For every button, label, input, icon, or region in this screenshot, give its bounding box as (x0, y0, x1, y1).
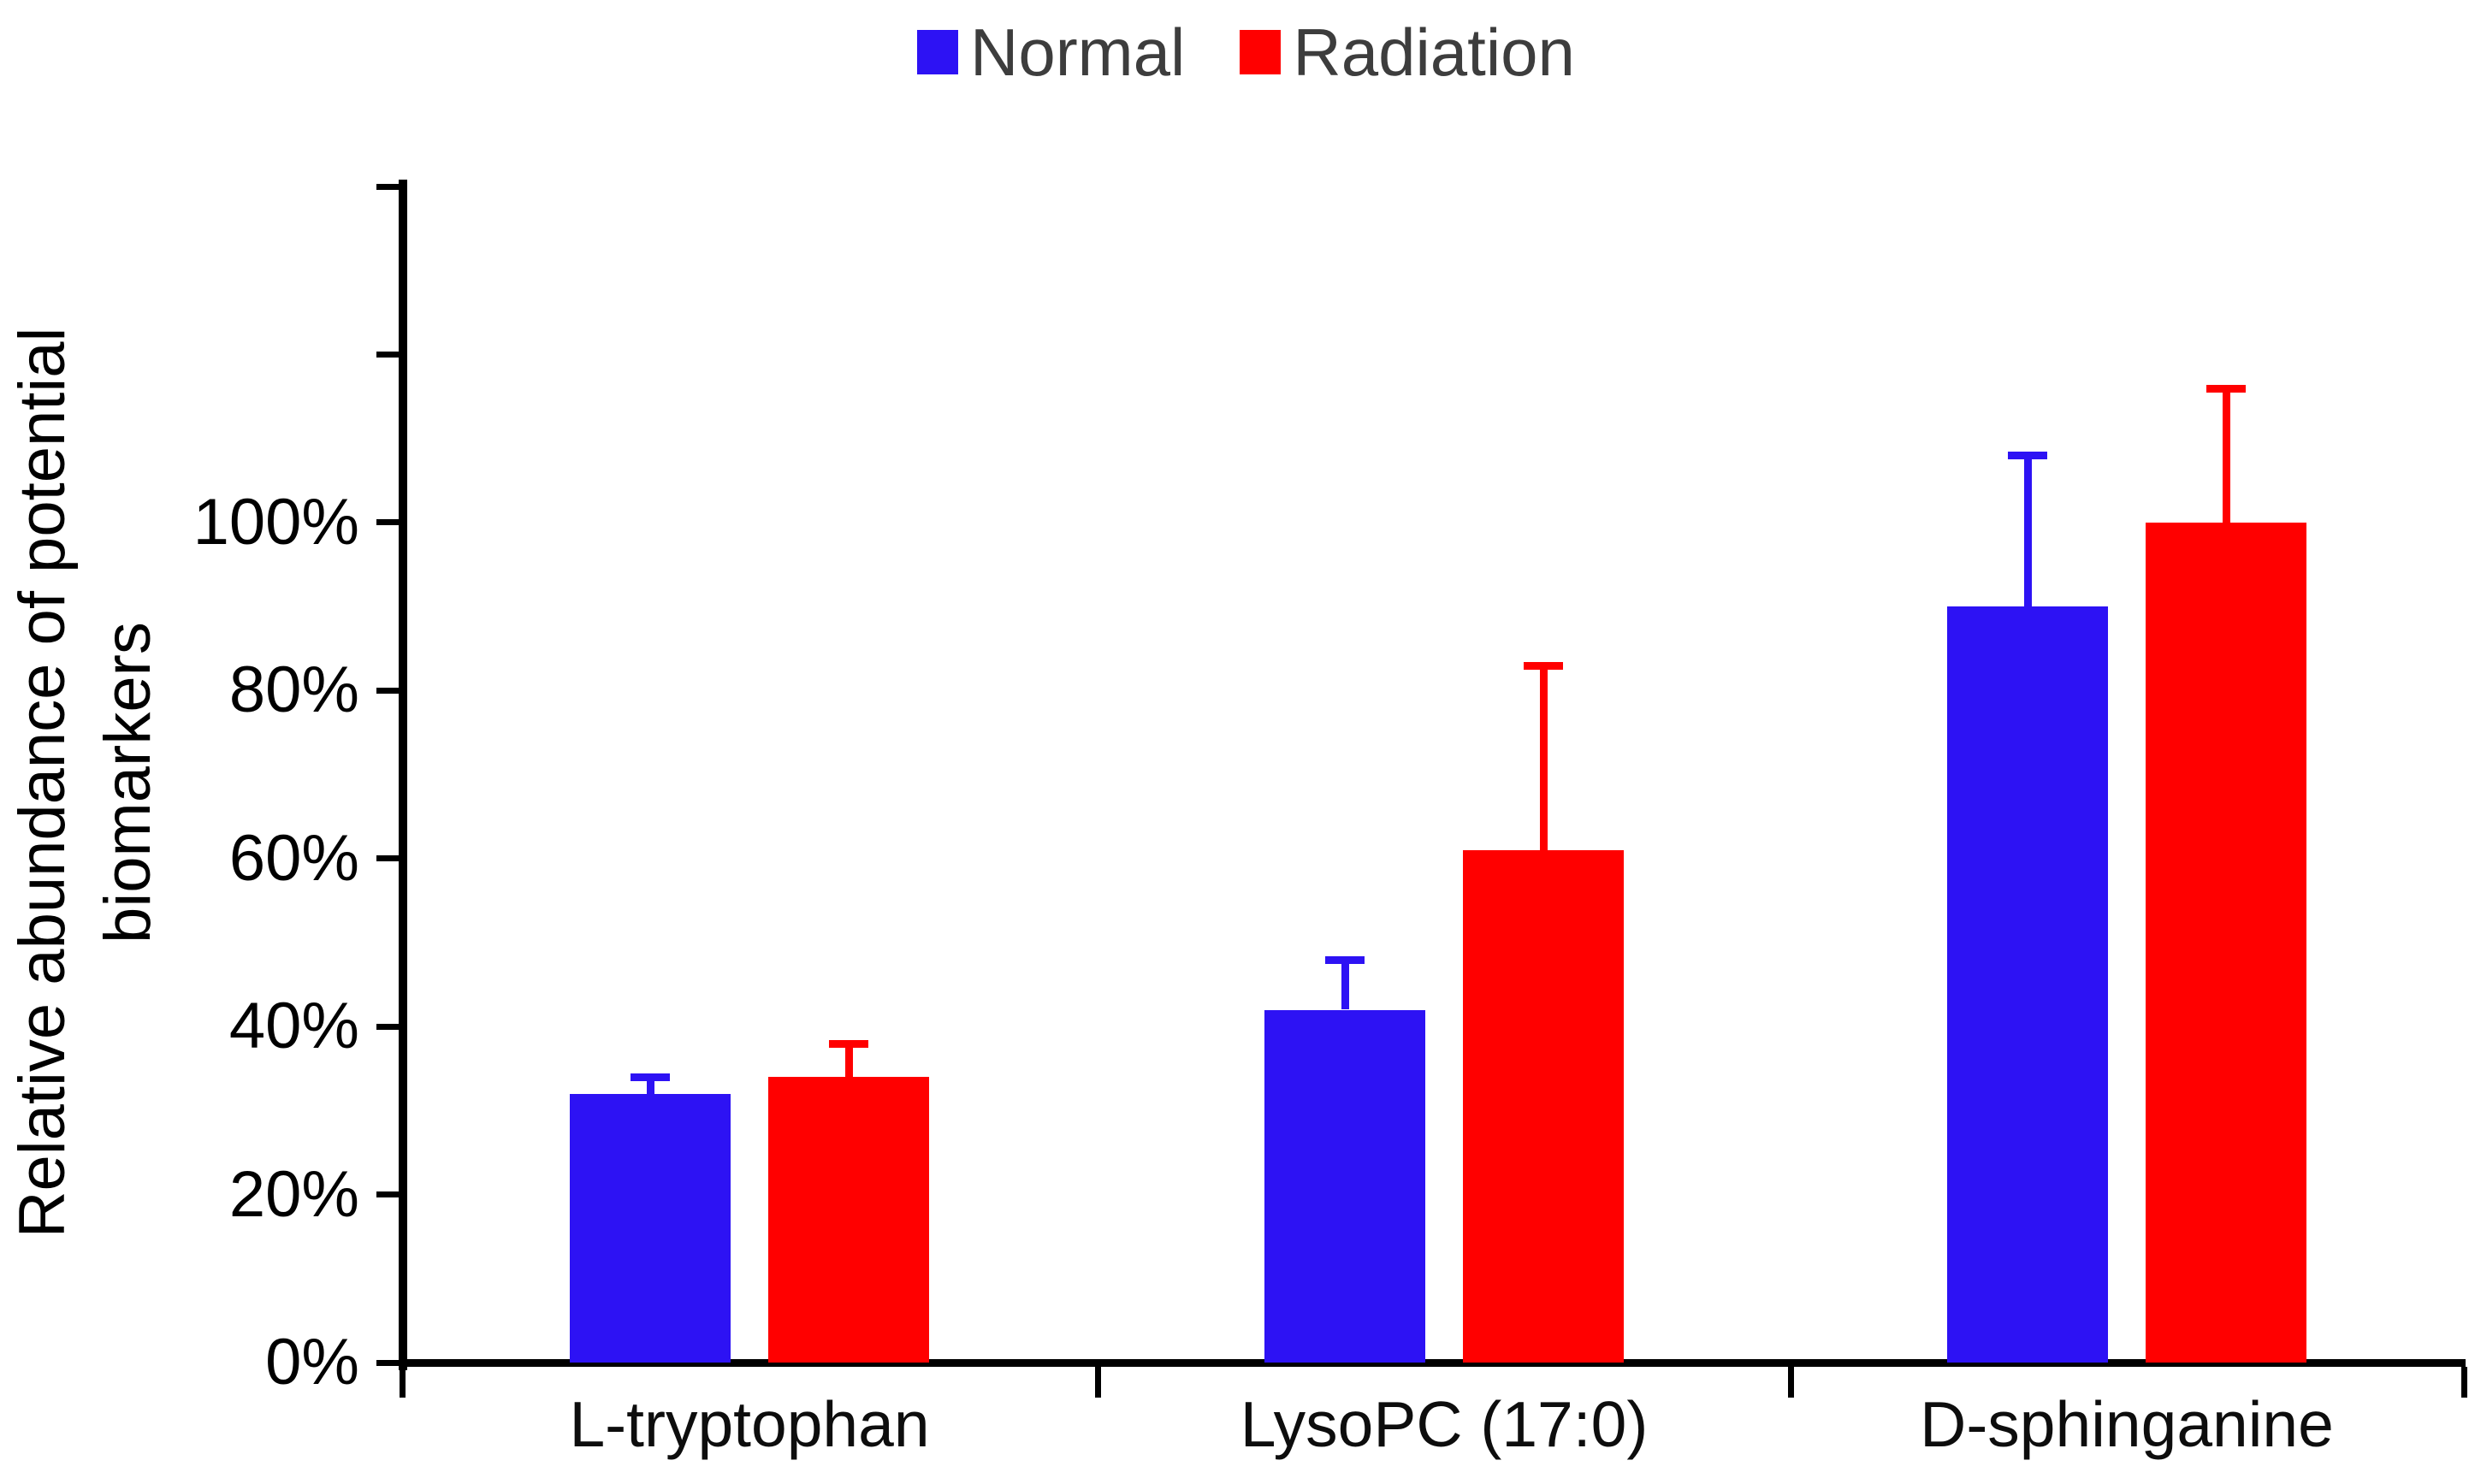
legend-item-radiation: Radiation (1240, 19, 1575, 86)
x-axis-line (399, 1359, 2466, 1367)
error-bar-cap-normal-0 (631, 1073, 670, 1082)
category-label-1: LysoPC (17:0) (1240, 1388, 1649, 1460)
legend-label-radiation: Radiation (1293, 15, 1575, 90)
bar-normal-2 (1947, 606, 2108, 1363)
error-bar-cap-radiation-1 (1524, 661, 1563, 670)
error-bar-cap-normal-1 (1325, 955, 1365, 964)
y-tick-140 (376, 183, 402, 190)
x-tick-3 (2461, 1367, 2467, 1398)
error-bar-cap-normal-2 (2008, 452, 2047, 460)
y-axis-title-line2: biomarkers (92, 622, 164, 943)
bar-normal-1 (1264, 1009, 1425, 1363)
y-tick-label-60: 60% (228, 821, 359, 895)
bar-normal-0 (570, 1093, 731, 1363)
y-tick-label-100: 100% (192, 485, 359, 559)
y-axis-title-line1: Relative abundance of potential (6, 327, 79, 1239)
y-tick-label-80: 80% (228, 653, 359, 727)
y-tick-20 (376, 1191, 402, 1198)
y-tick-label-0: 0% (265, 1326, 359, 1398)
legend-label-normal: Normal (970, 15, 1186, 90)
category-label-2: D-sphinganine (1920, 1388, 2334, 1460)
error-bar-stem-normal-0 (646, 1077, 654, 1094)
error-bar-stem-normal-1 (1341, 959, 1349, 1010)
legend-item-normal: Normal (917, 19, 1185, 86)
y-axis-line (399, 180, 407, 1370)
legend-swatch-radiation (1240, 30, 1282, 74)
y-tick-120 (376, 351, 402, 358)
error-bar-stem-normal-2 (2023, 455, 2032, 607)
error-bar-cap-radiation-2 (2206, 384, 2246, 393)
x-tick-1 (1095, 1367, 1101, 1398)
error-bar-cap-radiation-0 (829, 1039, 868, 1048)
error-bar-stem-radiation-1 (1539, 665, 1548, 850)
x-tick-0 (400, 1367, 406, 1398)
y-tick-40 (376, 1023, 402, 1030)
y-tick-100 (376, 519, 402, 526)
y-tick-label-40: 40% (228, 990, 359, 1063)
x-tick-2 (1788, 1367, 1794, 1398)
y-tick-60 (376, 855, 402, 862)
bar-radiation-0 (768, 1077, 929, 1363)
bar-radiation-2 (2146, 522, 2306, 1363)
legend-swatch-normal (917, 30, 958, 74)
legend: Normal Radiation (917, 19, 1575, 86)
bar-radiation-1 (1463, 849, 1624, 1363)
y-tick-label-20: 20% (228, 1157, 359, 1231)
y-tick-80 (376, 687, 402, 694)
error-bar-stem-radiation-0 (844, 1043, 853, 1078)
error-bar-stem-radiation-2 (2222, 387, 2230, 523)
category-label-0: L-tryptophan (569, 1388, 930, 1460)
y-axis-title: Relative abundance of potential biomarke… (0, 328, 171, 1239)
y-tick-0 (376, 1359, 402, 1366)
